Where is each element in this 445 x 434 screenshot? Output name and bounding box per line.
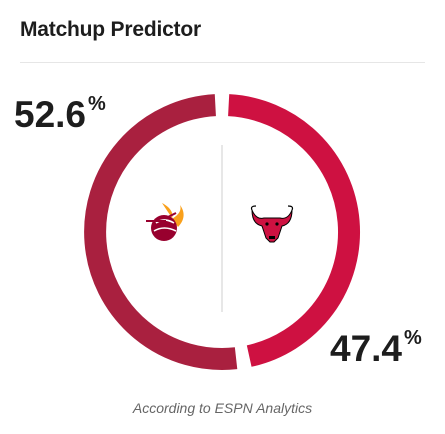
away-win-percentage: 47.4 % (330, 327, 422, 369)
source-caption: According to ESPN Analytics (132, 400, 313, 416)
header-divider (20, 62, 425, 63)
home-percent-symbol: % (88, 93, 106, 115)
away-percent-symbol: % (404, 327, 422, 349)
home-percent-value: 52.6 (14, 94, 87, 135)
bulls-logo-icon[interactable] (250, 205, 294, 243)
home-win-percentage: 52.6 % (14, 93, 106, 135)
away-win-arc (228, 94, 360, 367)
home-win-arc (84, 94, 238, 370)
page-title: Matchup Predictor (20, 18, 201, 41)
heat-logo-icon[interactable] (146, 203, 184, 241)
away-percent-value: 47.4 (330, 328, 403, 369)
